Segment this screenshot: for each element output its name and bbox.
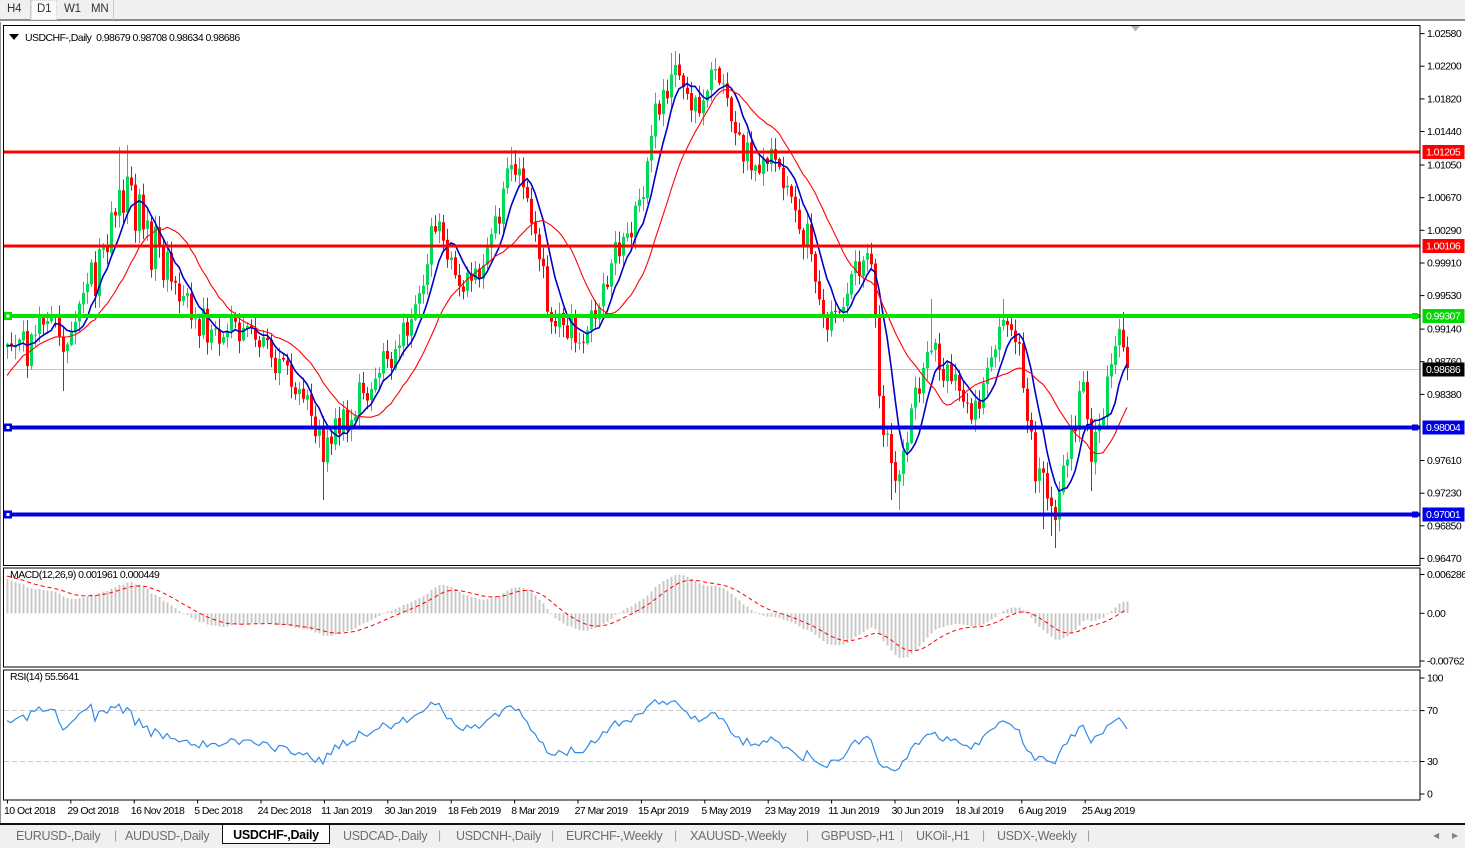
svg-text:1.01205: 1.01205 [1426,147,1461,159]
svg-text:0.96470: 0.96470 [1427,553,1462,565]
svg-text:0.98380: 0.98380 [1427,389,1462,401]
svg-text:24 Dec 2018: 24 Dec 2018 [258,805,312,817]
svg-text:6 Aug 2019: 6 Aug 2019 [1018,805,1066,817]
svg-text:0.97230: 0.97230 [1427,488,1462,500]
svg-text:0.99307: 0.99307 [1426,311,1461,323]
svg-text:1.02580: 1.02580 [1427,28,1462,40]
svg-text:29 Oct 2018: 29 Oct 2018 [67,805,119,817]
svg-text:8 Mar 2019: 8 Mar 2019 [511,805,559,817]
svg-text:RSI(14) 55.5641: RSI(14) 55.5641 [10,671,80,683]
svg-text:0.97001: 0.97001 [1426,509,1461,521]
svg-text:1.00106: 1.00106 [1426,241,1461,253]
svg-text:5 Dec 2018: 5 Dec 2018 [194,805,243,817]
svg-text:100: 100 [1427,673,1444,685]
svg-text:0.99910: 0.99910 [1427,258,1462,270]
svg-text:1.00290: 1.00290 [1427,225,1462,237]
svg-text:27 Mar 2019: 27 Mar 2019 [575,805,629,817]
svg-text:5 May 2019: 5 May 2019 [701,805,751,817]
svg-text:15 Apr 2019: 15 Apr 2019 [638,805,689,817]
svg-text:1.01440: 1.01440 [1427,126,1462,138]
svg-text:1.01050: 1.01050 [1427,160,1462,172]
svg-text:0.98686: 0.98686 [1426,364,1461,376]
svg-text:70: 70 [1427,705,1438,717]
svg-text:18 Jul 2019: 18 Jul 2019 [955,805,1004,817]
svg-text:0.00: 0.00 [1427,608,1446,620]
svg-text:30: 30 [1427,756,1438,768]
svg-text:0.97610: 0.97610 [1427,455,1462,467]
svg-text:18 Feb 2019: 18 Feb 2019 [448,805,502,817]
svg-text:0: 0 [1427,789,1433,801]
svg-text:0.99140: 0.99140 [1427,324,1462,336]
svg-text:11 Jan 2019: 11 Jan 2019 [321,805,373,817]
svg-text:0.96850: 0.96850 [1427,520,1462,532]
svg-text:11 Jun 2019: 11 Jun 2019 [828,805,880,817]
svg-text:10 Oct 2018: 10 Oct 2018 [4,805,56,817]
svg-text:USDCHF-,Daily 0.98679 0.98708: USDCHF-,Daily 0.98679 0.98708 0.98634 0.… [25,32,240,44]
svg-text:-0.00762: -0.00762 [1427,656,1465,668]
svg-text:0.98004: 0.98004 [1426,422,1461,434]
svg-text:1.02200: 1.02200 [1427,61,1462,73]
svg-text:25 Aug 2019: 25 Aug 2019 [1082,805,1136,817]
svg-text:30 Jan 2019: 30 Jan 2019 [384,805,436,817]
svg-text:0.006286: 0.006286 [1427,569,1465,581]
svg-text:0.99530: 0.99530 [1427,290,1462,302]
svg-text:MACD(12,26,9) 0.001961 0.00044: MACD(12,26,9) 0.001961 0.000449 [10,569,160,581]
svg-text:1.01820: 1.01820 [1427,93,1462,105]
svg-text:23 May 2019: 23 May 2019 [765,805,820,817]
svg-text:1.00670: 1.00670 [1427,192,1462,204]
svg-text:30 Jun 2019: 30 Jun 2019 [892,805,944,817]
svg-text:16 Nov 2018: 16 Nov 2018 [131,805,185,817]
